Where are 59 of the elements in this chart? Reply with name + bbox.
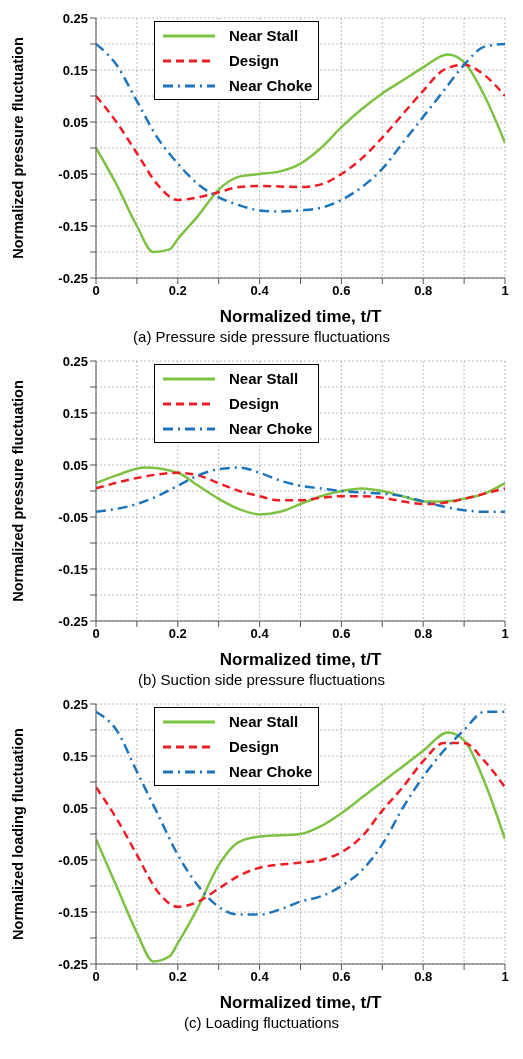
x-tick-label: 0.8 <box>414 283 433 299</box>
y-tick-label: 0.15 <box>62 62 88 78</box>
y-tick-label: 0.05 <box>62 800 88 816</box>
line-series <box>96 741 505 909</box>
y-tick-label: 0.15 <box>62 405 88 421</box>
x-axis-title: Normalized time, t/T <box>219 993 382 1012</box>
x-axis-title: Normalized time, t/T <box>219 650 382 669</box>
legend-label: Design <box>229 395 280 412</box>
y-tick-label: 0.25 <box>62 10 88 26</box>
x-tick-label: 1 <box>501 969 509 985</box>
x-tick-label: 0.4 <box>250 626 270 642</box>
y-tick-label: -0.05 <box>58 852 88 868</box>
y-tick-label: -0.25 <box>58 956 88 972</box>
legend-label: Design <box>229 738 280 755</box>
legend-label: Near Stall <box>229 27 299 44</box>
y-axis-title: Normalized pressure fluctuation <box>10 380 27 602</box>
legend-label: Near Choke <box>229 77 313 94</box>
y-tick-label: 0.25 <box>62 696 88 712</box>
legend-label: Near Choke <box>229 420 313 437</box>
text: (c) Loading fluctuations <box>182 1014 341 1031</box>
x-tick-label: 0 <box>92 969 100 985</box>
y-tick-label: 0.05 <box>62 457 88 473</box>
y-tick-label: -0.15 <box>58 218 88 234</box>
x-tick-label: 0.2 <box>168 283 187 299</box>
x-tick-label: 0 <box>92 283 100 299</box>
x-tick-label: 0 <box>92 626 100 642</box>
y-tick-label: 0.25 <box>62 353 88 369</box>
y-tick-label: 0.05 <box>62 114 88 130</box>
y-tick-label: -0.05 <box>58 509 88 525</box>
legend-label: Near Stall <box>229 713 299 730</box>
x-tick-label: 0.6 <box>332 283 351 299</box>
line-series <box>96 42 505 213</box>
y-tick-label: -0.15 <box>58 561 88 577</box>
legend-label: Near Stall <box>229 370 299 387</box>
x-tick-label: 0.2 <box>168 969 187 985</box>
x-tick-label: 0.6 <box>332 626 351 642</box>
x-tick-label: 0.2 <box>168 626 187 642</box>
x-tick-label: 1 <box>501 626 509 642</box>
text: (a) Pressure side pressure fluctuations <box>132 328 391 345</box>
x-tick-label: 0.8 <box>414 626 433 642</box>
x-tick-label: 1 <box>501 283 509 299</box>
legend-label: Near Choke <box>229 763 313 780</box>
x-tick-label: 0.6 <box>332 969 351 985</box>
y-tick-label: -0.25 <box>58 270 88 286</box>
line-series <box>96 471 505 506</box>
x-axis-title: Normalized time, t/T <box>219 307 382 326</box>
y-tick-label: -0.25 <box>58 613 88 629</box>
x-tick-label: 0.4 <box>250 969 270 985</box>
y-axis-title: Normalized loading fluctuation <box>10 728 27 940</box>
line-series <box>96 710 505 916</box>
x-tick-label: 0.4 <box>250 283 270 299</box>
legend-label: Design <box>229 52 280 69</box>
text: (b) Suction side pressure fluctuations <box>137 671 386 688</box>
line-series <box>96 53 505 254</box>
y-tick-label: -0.05 <box>58 166 88 182</box>
y-tick-label: 0.15 <box>62 748 88 764</box>
y-tick-label: -0.15 <box>58 904 88 920</box>
x-tick-label: 0.8 <box>414 969 433 985</box>
y-axis-title: Normalized pressure fluctuation <box>10 37 27 259</box>
